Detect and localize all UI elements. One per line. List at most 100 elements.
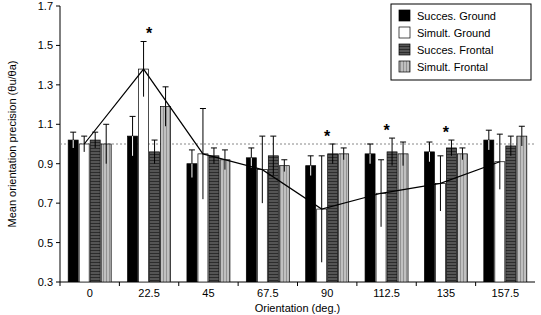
error-stem-low [132,136,133,156]
bar [306,166,316,282]
error-stem-low [370,154,371,164]
error-stem-low [73,140,74,148]
error-bar [248,148,254,168]
error-cap [389,138,395,139]
error-stem [392,138,393,152]
error-cap [200,108,206,109]
error-stem-low [521,136,522,146]
error-cap [70,132,76,133]
error-cap [270,136,276,137]
bar [317,209,327,282]
error-bar [341,148,347,160]
x-tick [297,282,298,286]
bar [424,152,434,282]
error-stem-low [403,154,404,166]
x-tick [475,282,476,286]
y-tick-label: 1.1 [38,118,53,130]
bar [435,183,445,282]
error-stem [143,41,144,69]
error-cap [189,149,195,150]
error-cap [248,147,254,148]
error-stem-low [451,148,452,156]
error-stem-low [95,140,96,148]
error-stem [310,156,311,166]
legend: Succes. GroundSimult. GroundSucces. Fron… [391,4,531,80]
bar [517,136,527,282]
error-cap [152,140,158,141]
bar [457,154,467,282]
error-bar [400,142,406,166]
error-stem [440,156,441,184]
bar [198,154,208,282]
bar [68,140,78,282]
error-bar [367,144,373,164]
error-cap [341,147,347,148]
error-stem [224,150,225,160]
bar [101,144,111,282]
error-stem-low [488,140,489,150]
error-bar [508,136,514,156]
error-stem [202,109,203,154]
x-tick [416,282,417,286]
error-cap [426,142,432,143]
error-stem [213,148,214,156]
error-bar [389,138,395,166]
y-tick [56,84,60,85]
legend-label: Succes. Frontal [417,44,493,56]
error-cap [519,126,525,127]
bar [139,69,149,282]
x-tick-label: 22.5 [138,287,159,299]
y-tick [56,45,60,46]
error-stem-low [392,152,393,166]
error-cap [319,155,325,156]
error-stem [343,148,344,154]
error-cap [163,86,169,87]
legend-label: Simult. Frontal [417,61,488,73]
y-tick-label: 0.3 [38,276,53,288]
bar [387,152,397,282]
error-stem-low [440,183,441,211]
bar [90,140,100,282]
error-bar [103,124,109,163]
y-tick-label: 1.3 [38,79,53,91]
y-tick [56,163,60,164]
y-tick-label: 1.7 [38,0,53,12]
error-stem [132,116,133,136]
error-stem-low [429,152,430,162]
x-tick [178,282,179,286]
legend-box [391,4,531,80]
error-bar [459,148,465,160]
error-cap [459,147,465,148]
error-stem [510,136,511,146]
error-stem [95,132,96,140]
error-stem-low [262,170,263,204]
error-stem-low [332,154,333,164]
legend-swatch [399,10,410,21]
error-stem [262,136,263,170]
bar [257,170,267,282]
error-stem-low [84,144,85,152]
error-bar [519,126,525,146]
bar [128,136,138,282]
bar [246,158,256,282]
y-tick [56,124,60,125]
legend-swatch [399,61,410,72]
x-tick-label: 45 [202,287,214,299]
error-bar [152,140,158,164]
annotation: * [146,25,153,42]
error-cap [448,140,454,141]
legend-swatch [399,44,410,55]
bar [398,154,408,282]
error-stem [154,140,155,152]
error-bar [426,142,432,162]
error-stem [499,134,500,162]
y-tick-label: 0.9 [38,158,53,170]
y-tick-label: 1.5 [38,39,53,51]
bar [328,154,338,282]
bar [484,140,494,282]
error-cap [486,130,492,131]
bar [376,193,386,282]
bar [339,154,349,282]
error-stem-low [191,164,192,178]
error-stem [403,142,404,154]
